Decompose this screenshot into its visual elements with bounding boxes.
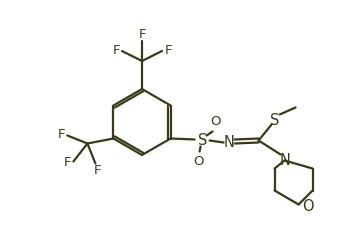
Text: N: N [279,153,290,168]
Text: S: S [198,133,207,148]
Text: F: F [138,28,146,42]
Text: O: O [210,115,221,128]
Text: F: F [58,128,65,141]
Text: N: N [223,135,234,150]
Text: F: F [64,156,71,169]
Text: O: O [302,199,313,214]
Text: F: F [94,164,101,177]
Text: F: F [112,44,120,56]
Text: O: O [193,155,204,168]
Text: S: S [270,113,279,128]
Text: F: F [164,44,172,56]
